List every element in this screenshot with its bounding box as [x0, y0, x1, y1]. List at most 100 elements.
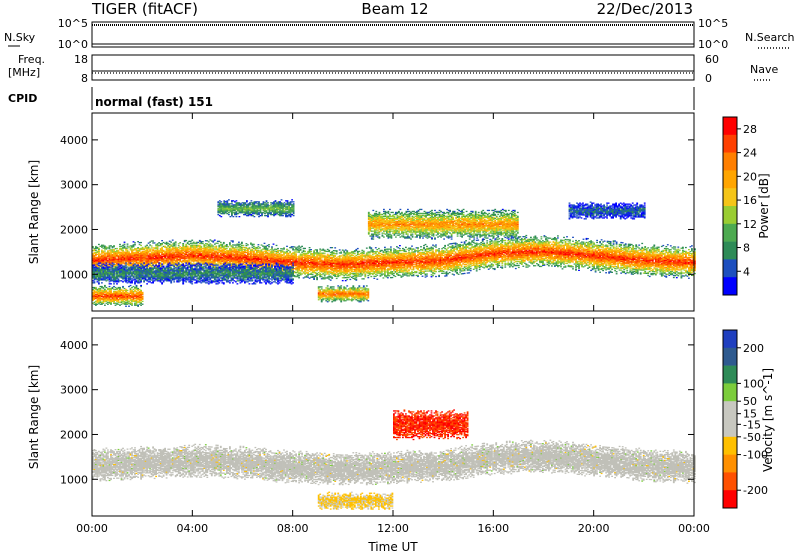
data-cell: [213, 246, 216, 248]
data-cell: [155, 259, 157, 261]
data-cell: [201, 262, 204, 264]
data-cell: [173, 260, 176, 262]
data-cell: [221, 259, 224, 261]
data-cell: [347, 273, 350, 276]
data-cell: [132, 249, 135, 251]
data-cell: [162, 260, 165, 262]
data-cell: [254, 262, 257, 264]
data-cell: [286, 263, 288, 265]
data-cell: [281, 255, 284, 257]
data-cell: [126, 261, 129, 263]
data-cell: [168, 261, 171, 263]
data-cell: [245, 268, 248, 270]
data-cell: [101, 258, 103, 260]
data-cell: [254, 246, 257, 249]
data-cell: [266, 265, 269, 267]
data-cell: [125, 258, 127, 260]
data-cell: [93, 247, 96, 250]
data-cell: [189, 259, 192, 261]
data-cell: [134, 256, 136, 258]
data-cell: [168, 246, 171, 248]
data-cell: [201, 247, 204, 250]
data-cell: [174, 251, 177, 253]
data-cell: [108, 252, 111, 254]
data-cell: [376, 278, 379, 280]
data-cell: [296, 263, 299, 265]
data-cell: [236, 244, 239, 246]
data-cell: [128, 263, 130, 265]
data-cell: [244, 256, 246, 258]
data-cell: [296, 270, 299, 272]
data-cell: [272, 249, 275, 251]
data-cell: [219, 257, 222, 259]
data-cell: [290, 264, 293, 267]
data-cell: [238, 243, 240, 245]
data-cell: [159, 256, 162, 259]
data-cell: [146, 249, 148, 251]
data-cell: [257, 263, 260, 266]
data-cell: [134, 252, 136, 254]
data-cell: [215, 246, 218, 248]
data-cell: [222, 254, 225, 256]
data-cell: [164, 253, 166, 255]
data-cell: [123, 257, 126, 259]
data-cell: [210, 261, 213, 263]
data-cell: [170, 267, 173, 269]
data-cell: [221, 254, 224, 256]
data-cell: [263, 245, 266, 247]
data-cell: [391, 276, 394, 279]
data-cell: [212, 257, 215, 259]
data-cell: [179, 253, 182, 255]
data-cell: [286, 251, 288, 253]
data-cell: [298, 267, 300, 269]
data-cell: [108, 257, 111, 259]
data-cell: [194, 244, 197, 246]
data-cell: [131, 255, 133, 257]
data-cell: [98, 266, 100, 268]
data-cell: [149, 248, 151, 250]
data-cell: [204, 260, 207, 263]
data-cell: [150, 261, 153, 263]
data-cell: [137, 258, 139, 261]
data-cell: [207, 251, 210, 253]
data-cell: [241, 254, 243, 256]
data-cell: [268, 255, 270, 258]
data-cell: [209, 252, 212, 254]
data-cell: [189, 252, 192, 254]
data-cell: [353, 253, 356, 255]
data-cell: [280, 255, 282, 257]
data-cell: [225, 248, 228, 250]
data-cell: [298, 259, 300, 261]
data-cell: [296, 271, 299, 273]
data-cell: [138, 256, 141, 258]
data-cell: [232, 255, 234, 257]
data-cell: [134, 254, 136, 256]
data-cell: [301, 261, 303, 263]
data-cell: [162, 252, 165, 254]
data-cell: [275, 254, 278, 256]
data-cell: [129, 255, 132, 257]
data-cell: [122, 254, 124, 256]
data-cell: [150, 240, 153, 242]
data-cell: [262, 265, 264, 267]
data-cell: [221, 264, 224, 266]
data-cell: [141, 256, 144, 258]
data-cell: [263, 265, 266, 267]
data-cell: [183, 247, 186, 250]
data-cell: [245, 263, 248, 266]
data-cell: [120, 261, 123, 263]
data-cell: [141, 248, 144, 250]
data-cell: [125, 247, 127, 249]
data-cell: [257, 259, 260, 262]
data-cell: [277, 259, 279, 261]
data-cell: [250, 261, 252, 263]
data-cell: [119, 245, 121, 248]
data-cell: [119, 258, 121, 260]
data-cell: [299, 248, 302, 250]
data-cell: [134, 257, 136, 260]
data-cell: [275, 244, 278, 247]
data-cell: [224, 251, 227, 254]
data-cell: [110, 257, 112, 259]
data-cell: [376, 253, 379, 256]
data-cell: [242, 258, 245, 260]
